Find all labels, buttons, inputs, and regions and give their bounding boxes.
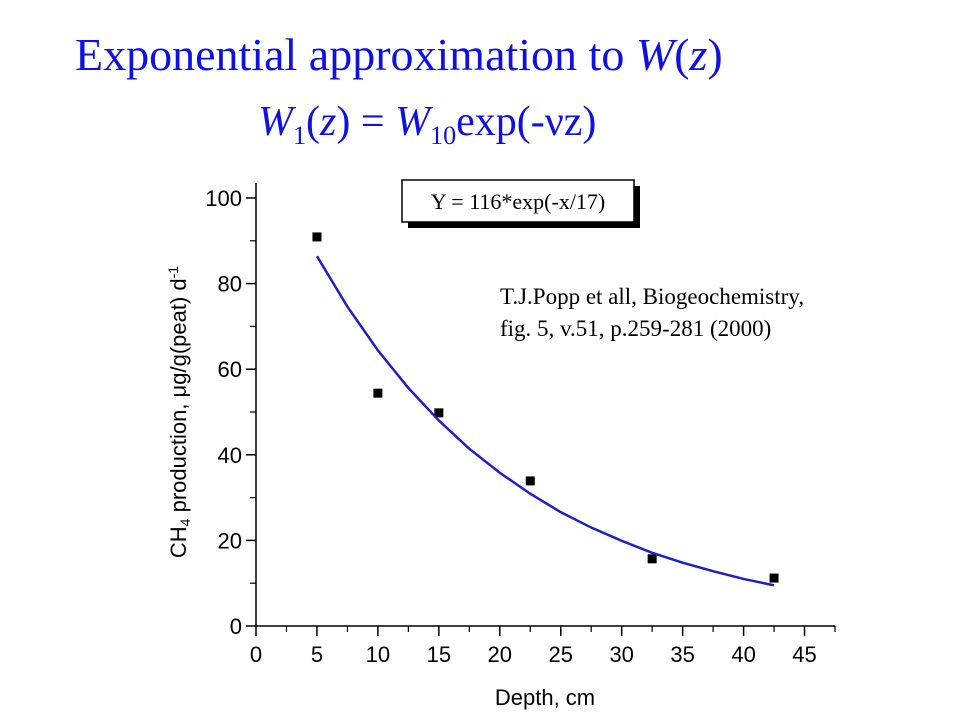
text-part: W xyxy=(395,99,431,145)
y-tick-label: 40 xyxy=(218,443,242,468)
x-tick-label: 30 xyxy=(609,642,633,667)
data-point xyxy=(434,408,444,418)
y-label-part: g/g(peat) d xyxy=(166,278,191,384)
x-tick-label: 45 xyxy=(792,642,816,667)
text-part: W xyxy=(635,29,675,80)
data-point xyxy=(769,573,779,583)
x-tick-label: 25 xyxy=(548,642,572,667)
text-part: ( xyxy=(306,99,321,145)
text-part: ) = xyxy=(336,99,396,145)
text-part: 1 xyxy=(293,121,307,151)
y-tick-label: 60 xyxy=(218,357,242,382)
x-tick-label: 15 xyxy=(427,642,451,667)
text-part: Exponential approximation to xyxy=(75,29,636,80)
x-tick-label: 10 xyxy=(366,642,390,667)
y-axis-title: CH4 production, μg/g(peat) d-1 xyxy=(165,266,193,558)
x-tick-label: 5 xyxy=(311,642,323,667)
y-label-part: CH xyxy=(166,526,191,558)
text-part: 10 xyxy=(430,121,457,151)
x-tick-label: 0 xyxy=(250,642,262,667)
fit-curve xyxy=(315,255,775,587)
formula: W1(z) = W10exp(-νz) xyxy=(258,98,596,151)
y-label-part: 4 xyxy=(177,518,193,526)
annotation: fig. 5, v.51, p.259-281 (2000) xyxy=(500,316,771,341)
annotation: T.J.Popp et all, Biogeochemistry, xyxy=(500,284,804,309)
y-tick-label: 20 xyxy=(218,528,242,553)
y-tick-label: 0 xyxy=(230,614,242,639)
text-part: ( xyxy=(674,29,690,80)
equation: Y = 116*exp(-x/17) xyxy=(431,189,606,214)
text-part: z xyxy=(689,29,708,80)
slide-title: Exponential approximation to W(z) xyxy=(75,28,723,81)
y-label-part: μ xyxy=(166,385,191,398)
y-label-part: production, xyxy=(166,397,191,518)
y-tick-label: 100 xyxy=(205,186,242,211)
x-tick-label: 20 xyxy=(488,642,512,667)
equation-box xyxy=(401,179,635,223)
y-tick-label: 80 xyxy=(218,272,242,297)
y-label-part: -1 xyxy=(165,266,181,279)
x-axis-title: Depth, cm xyxy=(495,685,595,710)
text-part: W xyxy=(258,99,293,145)
data-point xyxy=(647,554,657,564)
x-tick-label: 35 xyxy=(670,642,694,667)
text-part: exp(-νz) xyxy=(456,99,597,145)
text-part: ) xyxy=(707,29,723,80)
data-point xyxy=(373,388,383,398)
data-point xyxy=(312,232,322,242)
text-part: z xyxy=(320,99,337,145)
data-point xyxy=(525,476,535,486)
x-tick-label: 40 xyxy=(731,642,755,667)
